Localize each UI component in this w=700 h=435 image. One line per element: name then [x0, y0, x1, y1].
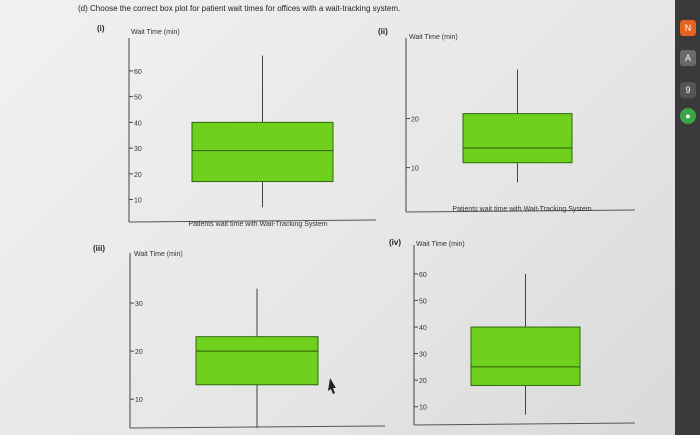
question-text: (d) Choose the correct box plot for pati…	[78, 4, 401, 13]
y-tick-label-4-10: 10	[419, 405, 427, 412]
side-toolbar	[675, 0, 700, 435]
box-4	[470, 326, 581, 386]
box-plot-charts: Wait Time (min) 10 20 30 40 50 60 Patients wait…	[128, 29, 636, 429]
x-axis-4	[413, 422, 636, 426]
y-tick-label-4-40: 40	[419, 325, 427, 332]
panel-label-ii: (ii)	[378, 27, 388, 36]
y-tick-label-1-10: 10	[134, 198, 142, 205]
y-tick-label-4-20: 20	[419, 378, 427, 385]
y-tick-label-3-30: 30	[135, 301, 143, 308]
y-tick-label-2-20: 20	[411, 117, 419, 124]
counter-icon[interactable]: 9	[680, 82, 696, 98]
box-2	[462, 113, 573, 164]
y-axis-label-4: Wait Time (min)	[416, 241, 465, 248]
y-tick-label-1-40: 40	[134, 120, 142, 127]
y-axis-label-2: Wait Time (min)	[409, 34, 458, 41]
y-tick-label-4-30: 30	[419, 352, 427, 359]
y-tick-label-3-10: 10	[135, 397, 143, 404]
x-axis-label-2: Patients wait time with Wait-Tracking Sy…	[452, 206, 591, 213]
box-1	[191, 121, 334, 183]
y-axis-label-1: Wait Time (min)	[131, 29, 180, 36]
x-axis-1	[128, 219, 377, 223]
y-axis-label-3: Wait Time (min)	[134, 251, 183, 258]
app-icon[interactable]: N	[680, 20, 696, 36]
x-axis-2	[405, 209, 636, 213]
box-3	[195, 336, 319, 386]
y-tick-label-4-60: 60	[419, 272, 427, 279]
panel-label-iii: (iii)	[93, 244, 105, 253]
y-tick-label-1-50: 50	[134, 95, 142, 102]
status-icon[interactable]: ●	[680, 108, 696, 124]
y-tick-label-4-50: 50	[419, 298, 427, 305]
y-tick-label-2-10: 10	[411, 166, 419, 173]
y-tick-label-1-20: 20	[134, 172, 142, 179]
panel-label-iv: (iv)	[389, 238, 401, 247]
y-tick-label-1-30: 30	[134, 146, 142, 153]
panel-label-i: (i)	[97, 24, 105, 33]
mouse-cursor-icon	[328, 378, 336, 394]
text-tool-icon[interactable]: A	[680, 50, 696, 66]
x-axis-label-1: Patients wait time with Wait-Tracking Sy…	[188, 221, 327, 228]
y-tick-label-3-20: 20	[135, 349, 143, 356]
y-tick-label-1-60: 60	[134, 69, 142, 76]
